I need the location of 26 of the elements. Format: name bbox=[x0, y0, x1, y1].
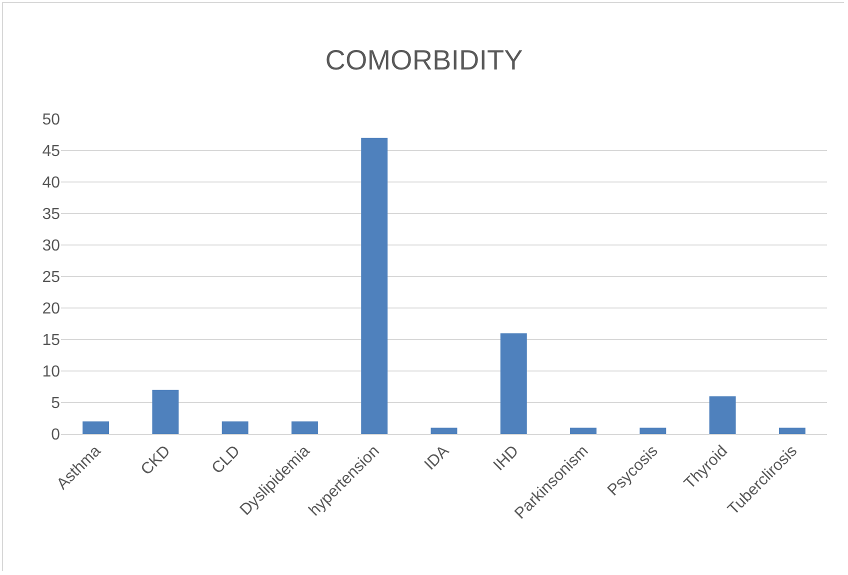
y-tick-label: 10 bbox=[42, 364, 60, 381]
y-tick-label: 30 bbox=[42, 238, 60, 255]
bar bbox=[82, 421, 110, 434]
y-tick-label: 45 bbox=[42, 143, 60, 160]
x-tick-label: CLD bbox=[208, 442, 244, 478]
y-tick-label: 5 bbox=[51, 395, 60, 412]
y-tick-label: 20 bbox=[42, 300, 60, 318]
bar bbox=[222, 421, 248, 434]
y-tick-label: 40 bbox=[42, 174, 60, 192]
y-tick-label: 50 bbox=[42, 112, 60, 129]
bar bbox=[778, 428, 806, 434]
bar bbox=[292, 421, 318, 434]
y-tick-label: 15 bbox=[42, 332, 60, 350]
y-tick-label: 35 bbox=[42, 206, 60, 224]
bar bbox=[640, 428, 666, 434]
y-tick-label: 0 bbox=[51, 426, 60, 444]
x-tick-label: CKD bbox=[138, 442, 174, 479]
bar bbox=[152, 390, 179, 434]
bar bbox=[361, 138, 388, 434]
bar bbox=[570, 428, 596, 434]
bar bbox=[709, 396, 736, 434]
chart-title: COMORBIDITY bbox=[325, 44, 524, 76]
bar bbox=[430, 428, 458, 434]
y-tick-label: 25 bbox=[42, 269, 60, 286]
x-tick-label: IDA bbox=[422, 442, 453, 474]
bar bbox=[500, 333, 527, 434]
